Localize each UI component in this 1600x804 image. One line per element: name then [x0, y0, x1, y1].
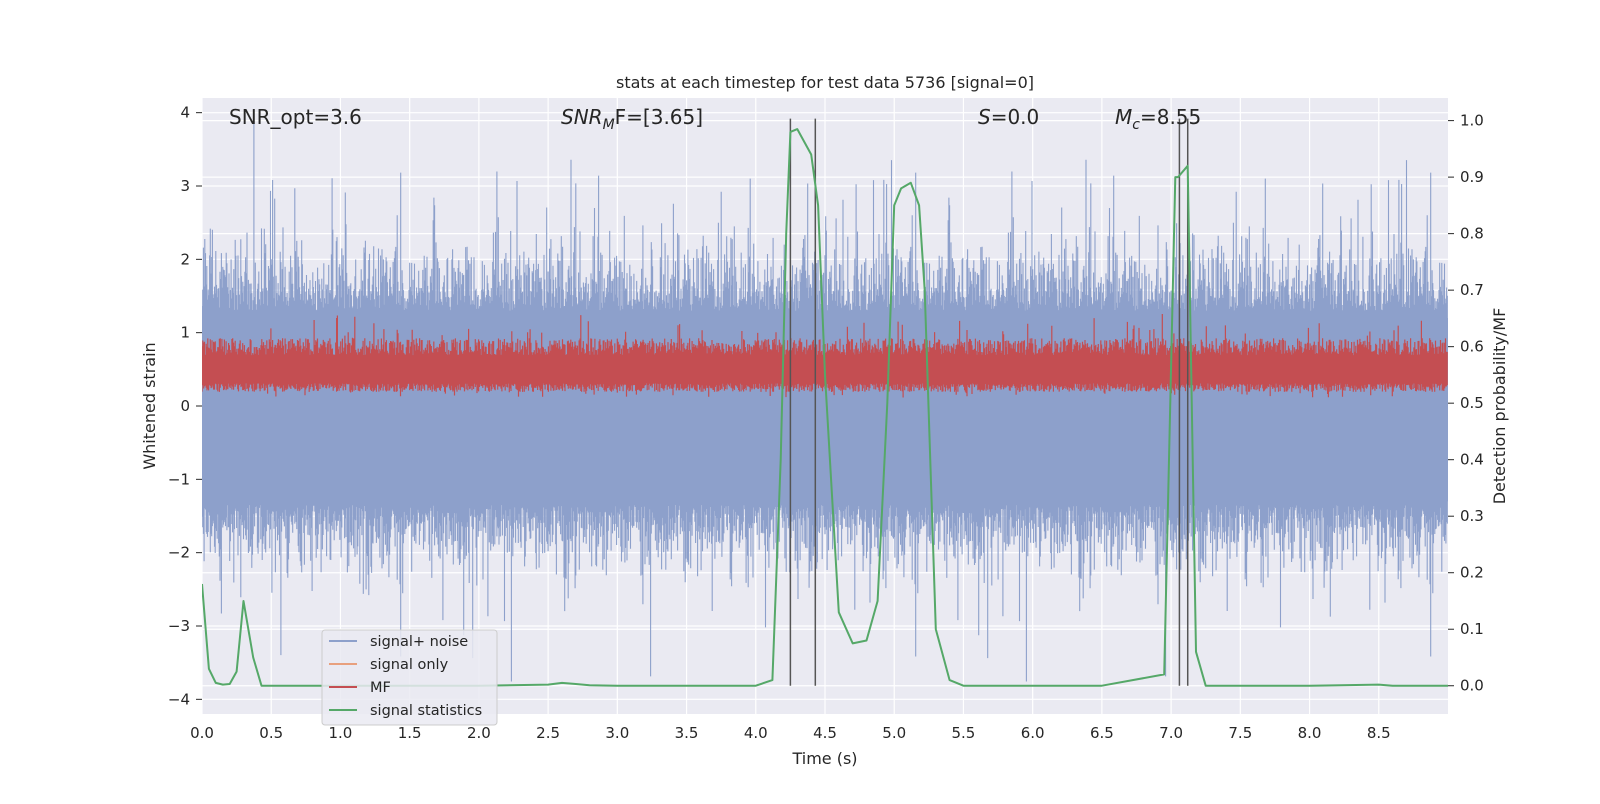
x-tick-label: 4.0 — [744, 724, 768, 742]
x-axis-label: Time (s) — [791, 749, 857, 768]
y-right-tick-label: 0.4 — [1460, 451, 1484, 469]
x-tick-label: 1.5 — [398, 724, 422, 742]
y-right-tick-label: 0.3 — [1460, 507, 1484, 525]
y-left-tick-label: 1 — [180, 324, 190, 342]
y-left-tick-label: −1 — [168, 470, 190, 488]
y-left-tick-label: 2 — [180, 250, 190, 268]
x-tick-label: 0.5 — [259, 724, 283, 742]
y-right-tick-label: 0.0 — [1460, 677, 1484, 695]
y-axis-right-label: Detection probability/MF — [1490, 308, 1509, 505]
signal-statistics-line — [202, 128, 1448, 687]
y-axis-left-ticks: 4 3 2 1 0 −1 −2 −3 −4 — [168, 104, 202, 708]
mc-rest: =8.55 — [1140, 105, 1201, 129]
chart-title: stats at each timestep for test data 573… — [616, 73, 1034, 92]
legend-label-signal-noise: signal+ noise — [370, 634, 468, 650]
x-tick-label: 5.5 — [952, 724, 976, 742]
x-tick-label: 7.0 — [1159, 724, 1183, 742]
mc-main: M — [1115, 105, 1132, 129]
x-tick-label: 7.5 — [1228, 724, 1252, 742]
x-tick-label: 3.5 — [675, 724, 699, 742]
snr-mf-sub: M — [603, 117, 615, 133]
mc-annotation: Mc=8.55 — [1115, 105, 1201, 133]
y-right-tick-label: 0.9 — [1460, 168, 1484, 186]
x-tick-label: 2.5 — [536, 724, 560, 742]
s-stat-main: S — [978, 105, 991, 129]
y-left-tick-label: 4 — [180, 104, 190, 122]
legend-label-mf: MF — [370, 680, 391, 696]
legend-box — [321, 629, 498, 726]
y-left-tick-label: 0 — [180, 397, 190, 415]
y-right-tick-label: 0.1 — [1460, 620, 1484, 638]
y-left-tick-label: −3 — [168, 617, 190, 635]
x-tick-label: 1.0 — [329, 724, 353, 742]
x-tick-label: 4.5 — [813, 724, 837, 742]
x-tick-label: 6.5 — [1090, 724, 1114, 742]
mc-sub: c — [1132, 117, 1140, 133]
y-right-tick-label: 0.6 — [1460, 338, 1484, 356]
y-axis-left-label: Whitened strain — [140, 342, 159, 469]
y-right-tick-label: 0.2 — [1460, 564, 1484, 582]
signal-statistics-series — [202, 128, 1448, 687]
x-axis-ticks: 0.0 0.5 1.0 1.5 2.0 2.5 3.0 3.5 4.0 4.5 5.0 5.5 6.0 6… — [190, 724, 1391, 742]
x-tick-label: 6.0 — [1021, 724, 1045, 742]
y-left-tick-label: −4 — [168, 690, 190, 708]
x-tick-label: 3.0 — [605, 724, 629, 742]
legend-label-signal-only: signal only — [370, 657, 449, 673]
s-stat-annotation: S=0.0 — [978, 105, 1039, 129]
snr-mf-rest: F=[3.65] — [615, 105, 703, 129]
y-right-tick-label: 0.5 — [1460, 394, 1484, 412]
y-right-tick-label: 0.7 — [1460, 281, 1484, 299]
y-axis-right-ticks: 1.0 0.9 0.8 0.7 0.6 0.5 0.4 0.3 0.2 0.1 0.0 — [1448, 112, 1484, 695]
y-left-tick-label: −2 — [168, 544, 190, 562]
legend-label-signal-statistics: signal statistics — [370, 703, 482, 719]
x-tick-label: 8.5 — [1367, 724, 1391, 742]
legend: signal+ noise signal only MF signal stat… — [321, 629, 498, 726]
snr-opt-annotation: SNR_opt=3.6 — [229, 105, 362, 129]
x-tick-label: 5.0 — [882, 724, 906, 742]
snr-mf-annotation: SNRMF=[3.65] — [561, 105, 703, 133]
x-tick-label: 8.0 — [1298, 724, 1322, 742]
y-right-tick-label: 0.8 — [1460, 225, 1484, 243]
s-stat-rest: =0.0 — [991, 105, 1040, 129]
y-left-tick-label: 3 — [180, 177, 190, 195]
y-right-tick-label: 1.0 — [1460, 112, 1484, 130]
x-tick-label: 2.0 — [467, 724, 491, 742]
x-tick-label: 0.0 — [190, 724, 214, 742]
snr-mf-main: SNR — [561, 105, 603, 129]
